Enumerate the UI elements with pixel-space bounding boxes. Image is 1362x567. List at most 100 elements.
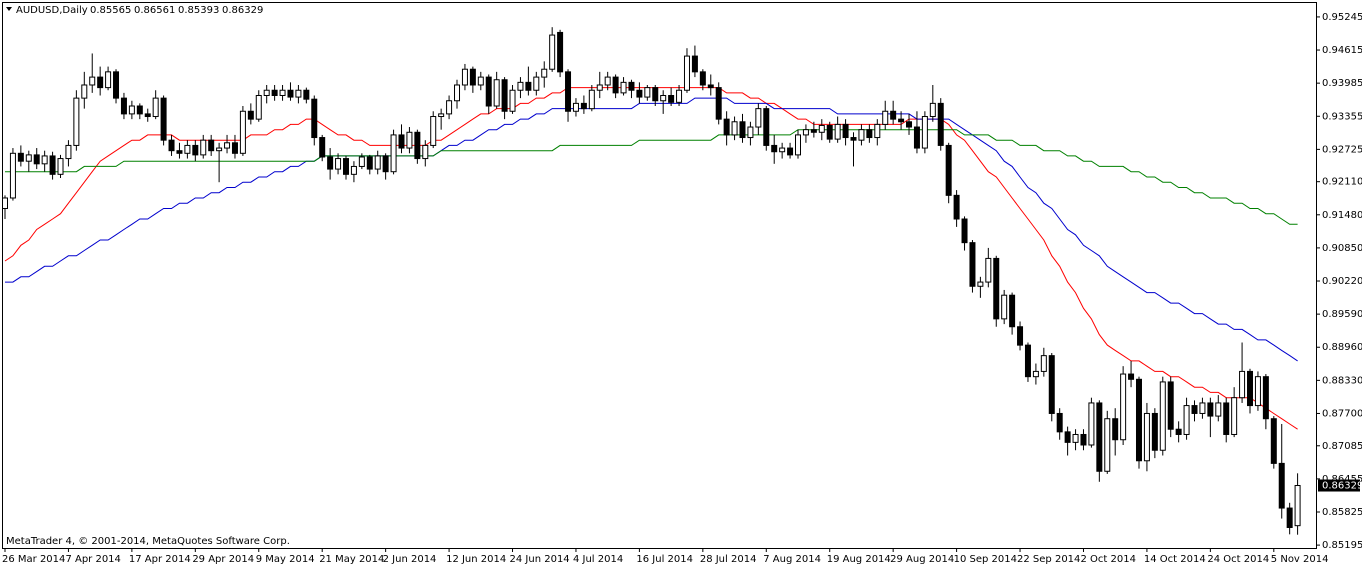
moving-average: [4, 87, 1298, 430]
candle-body: [580, 102, 587, 110]
candle-body: [9, 152, 16, 199]
candle-body: [192, 144, 199, 156]
candle-body: [977, 281, 984, 287]
candle-body: [731, 121, 738, 136]
candle-body: [224, 142, 231, 149]
y-tick-label: 0.90220: [1322, 276, 1362, 287]
candle-body: [1254, 376, 1261, 407]
candle-body: [509, 89, 516, 112]
candle-body: [461, 68, 468, 86]
candle-body: [1294, 485, 1301, 527]
x-tick-label: 12 Jun 2014: [446, 554, 506, 565]
candle-body: [763, 108, 770, 146]
candle-body: [818, 124, 825, 133]
candle-body: [113, 71, 120, 99]
candle-body: [231, 142, 238, 154]
candle-body: [1167, 381, 1174, 430]
candle-body: [255, 94, 262, 120]
candle-body: [1207, 402, 1214, 417]
candle-body: [1262, 376, 1269, 420]
candle-body: [668, 94, 675, 103]
y-tick-label: 0.86455: [1322, 474, 1362, 485]
x-tick-label: 24 Oct 2014: [1207, 554, 1269, 565]
y-tick-label: 0.85825: [1322, 507, 1362, 518]
y-tick-label: 0.87700: [1322, 408, 1362, 419]
candle-body: [287, 89, 294, 98]
candle-body: [295, 89, 302, 98]
candle-body: [73, 97, 80, 146]
candle-body: [802, 129, 809, 136]
candle-body: [303, 89, 310, 100]
candle-body: [200, 139, 207, 156]
candle-body: [525, 81, 532, 91]
candle-body: [660, 94, 667, 102]
y-tick-label: 0.93355: [1322, 111, 1362, 122]
candle-body: [565, 71, 572, 112]
candle-body: [279, 89, 286, 96]
candle-body: [1191, 405, 1198, 414]
open-price: 0.85565: [90, 5, 131, 16]
candle-body: [1223, 402, 1230, 435]
high-price: 0.86561: [134, 5, 175, 16]
candle-body: [628, 81, 635, 91]
x-tick-label: 14 Oct 2014: [1144, 554, 1206, 565]
candle-body: [969, 242, 976, 287]
candle-body: [89, 76, 96, 86]
candle-body: [572, 102, 579, 112]
candle-body: [755, 108, 762, 128]
candle-body: [1128, 373, 1135, 380]
candle-body: [1024, 344, 1031, 378]
candle-body: [620, 81, 627, 94]
candle-body: [176, 150, 183, 154]
candle-body: [921, 116, 928, 149]
candle-body: [1278, 462, 1285, 509]
candle-body: [985, 257, 992, 283]
x-tick-label: 2 Jun 2014: [383, 554, 437, 565]
candle-body: [105, 71, 112, 89]
x-tick-label: 26 Mar 2014: [2, 554, 65, 565]
candle-body: [406, 131, 413, 149]
y-tick-label: 0.95245: [1322, 12, 1362, 23]
candle-body: [271, 89, 278, 96]
candle-body: [707, 84, 714, 89]
candle-body: [1231, 397, 1238, 435]
candle-body: [866, 129, 873, 139]
y-tick-label: 0.91480: [1322, 210, 1362, 221]
candle-body: [882, 110, 889, 125]
candle-body: [842, 123, 849, 139]
candle-body: [57, 158, 64, 175]
candle-body: [890, 110, 897, 120]
candle-body: [898, 118, 905, 123]
candle-body: [414, 131, 421, 160]
candle-body: [144, 113, 151, 118]
candle-body: [1151, 412, 1158, 451]
candle-body: [97, 76, 104, 89]
candle-body: [850, 137, 857, 141]
price-tag-bg: [1318, 479, 1360, 492]
candle-body: [366, 156, 373, 170]
candle-body: [263, 89, 270, 96]
x-tick-label: 29 Apr 2014: [192, 554, 254, 565]
candle-body: [1072, 433, 1079, 443]
candle-body: [533, 76, 540, 91]
x-tick-label: 19 Aug 2014: [827, 554, 891, 565]
candle-body: [501, 79, 508, 112]
candle-body: [858, 129, 865, 141]
candle-body: [1247, 370, 1254, 407]
candle-body: [247, 110, 254, 120]
y-tick-label: 0.87085: [1322, 441, 1362, 452]
y-tick-label: 0.85195: [1322, 540, 1362, 551]
candle-body: [485, 76, 492, 107]
candle-body: [779, 147, 786, 153]
candle-body: [1048, 355, 1055, 414]
candle-body: [874, 123, 881, 139]
close-price: 0.86329: [222, 5, 263, 16]
candle-body: [1040, 355, 1047, 372]
candle-body: [446, 100, 453, 115]
candle-body: [1199, 402, 1206, 414]
x-tick-label: 22 Sep 2014: [1017, 554, 1080, 565]
price-tag: 0.86329: [1322, 481, 1362, 492]
candle-body: [517, 81, 524, 91]
candle-body: [311, 98, 318, 139]
